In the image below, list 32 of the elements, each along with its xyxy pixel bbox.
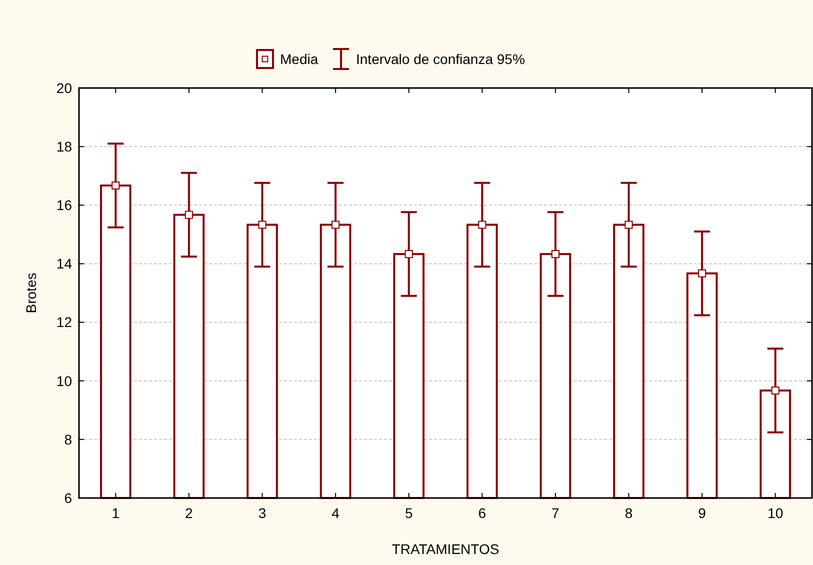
x-tick-label: 2	[185, 505, 194, 521]
y-tick-label: 12	[56, 314, 72, 330]
point	[478, 220, 486, 229]
point	[698, 269, 706, 278]
point	[771, 386, 780, 395]
x-axis-title: TRATAMIENTOS	[392, 541, 500, 557]
y-tick-label: 10	[56, 372, 72, 389]
x-tick-label: 10	[768, 505, 784, 521]
y-tick-label: 6	[64, 490, 72, 506]
x-tick-label: 6	[478, 505, 486, 521]
x-tick-label: 9	[698, 505, 706, 521]
y-tick-label: 16	[56, 197, 72, 214]
y-tick-label: 20	[56, 80, 72, 96]
point	[112, 181, 120, 190]
point	[551, 250, 560, 258]
legend-label: Media	[280, 50, 318, 67]
x-tick-label: 4	[332, 505, 340, 521]
point	[404, 250, 413, 258]
point	[624, 220, 633, 229]
point	[184, 210, 193, 219]
x-tick-label: 7	[552, 505, 560, 521]
text: Intervalo de confianza 95%	[356, 50, 525, 67]
x-tick-label: 1	[112, 505, 120, 521]
x-tick-label: 5	[404, 505, 413, 521]
x-tick-label: 8	[624, 505, 633, 521]
y-axis-title: Brotes	[23, 272, 39, 314]
y-tick-label: 14	[56, 256, 72, 272]
x-tick-label: 3	[258, 505, 266, 521]
point	[258, 220, 266, 229]
y-tick-label: 8	[64, 431, 72, 448]
y-tick-label: 18	[56, 138, 72, 154]
point	[332, 220, 340, 229]
